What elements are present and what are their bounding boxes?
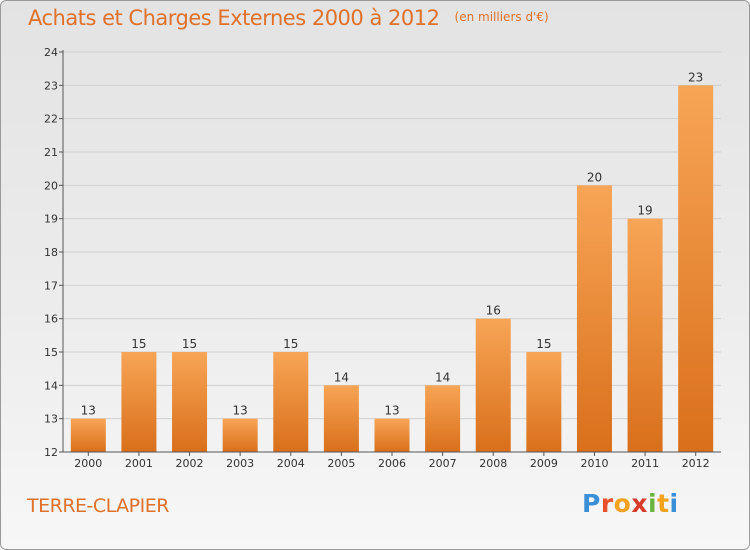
y-tick-label: 21	[44, 146, 58, 159]
x-tick-label: 2010	[580, 457, 608, 470]
axes: 12 13 14 15 16 17 18 19 20 21 22 23 24 2000 2001 2002 20…	[44, 46, 721, 470]
x-tick-label: 2000	[74, 457, 102, 470]
bar-value-label: 14	[334, 370, 349, 384]
bar	[374, 418, 410, 452]
y-tick-label: 12	[44, 446, 58, 459]
x-tick-label: 2001	[125, 457, 153, 470]
logo-letter: r	[600, 489, 614, 518]
bar-value-label: 13	[81, 404, 96, 418]
x-tick-label: 2002	[176, 457, 204, 470]
bar	[323, 385, 359, 452]
x-tick-label: 2004	[277, 457, 305, 470]
x-tick-label: 2008	[479, 457, 507, 470]
proxiti-logo: Proxiti	[582, 489, 679, 518]
logo-letter: i	[648, 489, 658, 518]
bar	[425, 385, 461, 452]
y-tick-label: 17	[44, 279, 58, 292]
bar-value-label: 20	[587, 170, 602, 184]
bar-value-label: 15	[131, 337, 146, 351]
bars	[70, 85, 714, 453]
bar	[172, 352, 208, 452]
y-tick-label: 13	[44, 413, 58, 426]
y-tick-label: 24	[44, 46, 58, 59]
title-row: Achats et Charges Externes 2000 à 2012 (…	[28, 6, 549, 30]
bar	[273, 352, 309, 452]
bar-value-label: 15	[182, 337, 197, 351]
bar-value-label: 16	[486, 304, 501, 318]
y-tick-label: 15	[44, 346, 58, 359]
bar	[576, 185, 612, 453]
logo-letter: x	[631, 489, 648, 518]
y-tick-label: 16	[44, 313, 58, 326]
bar-value-label: 15	[536, 337, 551, 351]
bar-value-label: 13	[384, 404, 399, 418]
bar	[678, 85, 714, 452]
bar-value-label: 19	[637, 204, 652, 218]
y-tick-label: 23	[44, 79, 58, 92]
bar	[222, 418, 258, 452]
bar	[526, 352, 562, 452]
x-tick-label: 2007	[429, 457, 457, 470]
bar-value-label: 13	[233, 404, 248, 418]
bar-value-label: 14	[435, 370, 450, 384]
y-tick-label: 18	[44, 246, 58, 259]
bar	[70, 418, 106, 452]
logo-letter: t	[657, 489, 670, 518]
chart-subtitle: (en milliers d'€)	[454, 10, 549, 24]
value-labels: 13 15 15 13 15 14 13 14 16 15 20 19 23	[81, 70, 704, 417]
x-tick-label: 2003	[226, 457, 254, 470]
chart-title: Achats et Charges Externes 2000 à 2012	[28, 6, 440, 30]
commune-name: TERRE-CLAPIER	[27, 495, 169, 517]
bar	[475, 318, 511, 452]
x-tick-label: 2011	[631, 457, 659, 470]
y-tick-label: 20	[44, 179, 58, 192]
y-tick-label: 22	[44, 113, 58, 126]
x-tick-label: 2009	[530, 457, 558, 470]
logo-letter: i	[669, 489, 679, 518]
x-tick-label: 2006	[378, 457, 406, 470]
y-tick-label: 19	[44, 213, 58, 226]
bar-value-label: 15	[283, 337, 298, 351]
x-tick-label: 2005	[327, 457, 355, 470]
y-tick-label: 14	[44, 379, 58, 392]
bar	[627, 218, 663, 452]
logo-letter: P	[582, 489, 601, 518]
grid-lines	[63, 51, 721, 453]
logo-letter: o	[613, 489, 632, 518]
bar-value-label: 23	[688, 70, 703, 84]
x-tick-label: 2012	[682, 457, 710, 470]
bar	[121, 352, 157, 452]
